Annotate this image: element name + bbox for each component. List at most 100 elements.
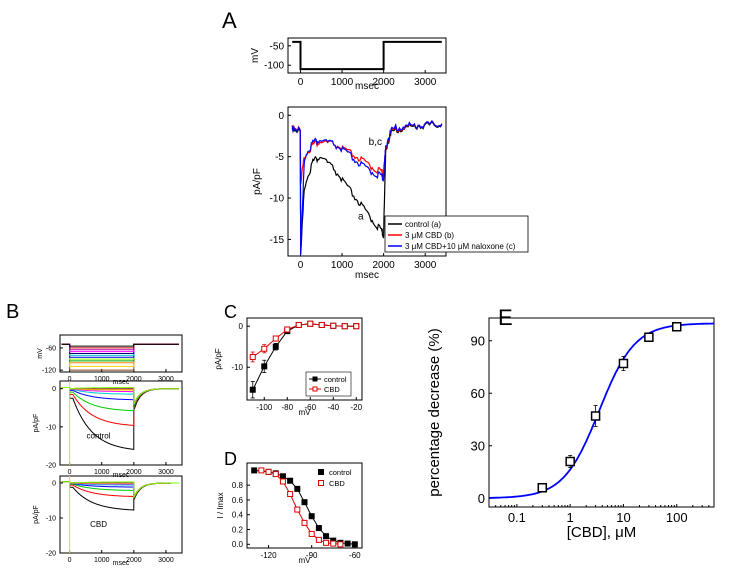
- plot-frame: [488, 317, 715, 508]
- legend-label: CBD: [329, 479, 345, 488]
- data-point: [671, 322, 682, 332]
- data-point: [251, 467, 258, 474]
- y-tick-label: 30: [471, 438, 485, 453]
- x-tick-label: -60: [349, 551, 361, 560]
- legend-frame: [305, 371, 352, 397]
- data-point: [265, 468, 272, 475]
- y-axis-label: I / Imax: [216, 492, 225, 518]
- x-tick-label: 0: [68, 469, 72, 476]
- data-point: [249, 386, 256, 393]
- data-point: [323, 533, 330, 540]
- data-point: [590, 411, 601, 421]
- legend-label: 3 μM CBD+10 μM naloxone (c): [405, 242, 516, 251]
- annotation-a: a: [358, 212, 364, 223]
- y-tick-label: 0.8: [232, 481, 244, 490]
- condition-label: control: [87, 431, 111, 440]
- data-point: [644, 332, 654, 342]
- panel-e: 0.1 1 10 100 0 30 60 90 [CBD], μM percentage decr…: [426, 317, 715, 541]
- panel-letter-a: A: [222, 8, 237, 33]
- data-point: [261, 363, 268, 370]
- current-trace: [61, 481, 179, 499]
- legend: control CBD: [318, 468, 352, 488]
- x-tick-label: -120: [261, 551, 278, 560]
- y-tick-label: 0: [52, 480, 56, 487]
- data-point: [323, 539, 330, 546]
- current-trace: [61, 387, 179, 451]
- y-tick-label: -10: [231, 363, 243, 372]
- x-tick-label: -80: [281, 403, 293, 412]
- x-tick-label: -60: [304, 403, 316, 412]
- y-tick-label: -5: [275, 152, 284, 163]
- data-point: [337, 541, 344, 548]
- panel-letter-c: C: [224, 302, 237, 322]
- current-trace: [291, 120, 443, 255]
- series-line: [252, 323, 357, 358]
- data-point: [279, 478, 286, 485]
- x-tick-label: 3000: [414, 260, 437, 271]
- y-axis-label: pA/pF: [252, 168, 263, 195]
- x-axis-label: [CBD], μM: [567, 524, 636, 541]
- y-axis-label: mV: [250, 48, 261, 63]
- y-tick-label: 0.4: [232, 511, 244, 520]
- x-tick-label: 3000: [158, 469, 174, 476]
- x-tick-label: 2000: [126, 469, 142, 476]
- fit-curve: [489, 322, 714, 499]
- current-trace: [291, 120, 443, 255]
- data-point: [249, 353, 256, 360]
- x-axis-label: mV: [299, 556, 312, 565]
- y-tick-label: -10: [46, 515, 56, 522]
- y-tick-label: -20: [46, 550, 56, 557]
- legend-label: 3 μM CBD (b): [405, 231, 454, 240]
- data-point: [307, 320, 314, 327]
- data-point: [272, 335, 279, 342]
- x-axis-label: msec: [113, 379, 130, 386]
- y-tick-label: -60: [46, 345, 56, 352]
- panel-d: -120 -90 -60 0.0 0.2 0.4 0.6 0.8 mV I / Imax contr…: [216, 462, 363, 565]
- data-point: [272, 471, 279, 478]
- data-point: [330, 540, 337, 547]
- step-trace: [61, 343, 179, 347]
- data-point: [287, 477, 294, 484]
- x-tick-label: 0: [298, 77, 304, 88]
- y-tick-label: 0: [52, 386, 56, 393]
- x-tick-label: -100: [256, 403, 273, 412]
- data-point: [618, 358, 629, 369]
- data-point: [318, 480, 324, 486]
- y-tick-label: 0.0: [232, 540, 244, 549]
- y-tick-label: -10: [270, 194, 285, 205]
- current-trace: [61, 387, 179, 406]
- step-trace: [61, 343, 179, 351]
- data-point: [565, 456, 575, 467]
- y-tick-label: -20: [46, 462, 56, 469]
- x-tick-label: 100: [666, 510, 688, 525]
- x-tick-label: 1: [567, 510, 574, 525]
- y-tick-label: 90: [471, 333, 485, 348]
- data-point: [341, 323, 348, 330]
- y-axis-label: percentage decrease (%): [426, 328, 443, 496]
- data-point: [318, 469, 324, 475]
- data-point: [284, 326, 291, 333]
- x-tick-label: 1000: [94, 557, 110, 564]
- x-axis-label: msec: [355, 81, 379, 92]
- plot-frame: [287, 37, 447, 74]
- data-point: [279, 473, 286, 480]
- current-trace: [291, 120, 443, 185]
- plot-frame: [287, 106, 447, 257]
- plot-frame: [59, 380, 183, 466]
- x-tick-label: 0: [298, 260, 304, 271]
- legend: control (a) 3 μM CBD (b) 3 μM CBD+10 μM na…: [384, 215, 529, 253]
- panel-b-cbd: 0 1000 2000 3000 0 -10 -20 msec pA/pF CBD: [33, 475, 183, 567]
- condition-label: CBD: [90, 520, 107, 529]
- data-point: [287, 491, 294, 498]
- y-tick-label: 0: [239, 322, 244, 331]
- panel-b-control: 0 1000 2000 3000 0 -10 -20 msec pA/pF control: [33, 380, 183, 479]
- data-point: [294, 506, 301, 513]
- y-tick-label: 0: [278, 111, 284, 122]
- x-tick-label: 0: [68, 557, 72, 564]
- y-tick-label: -100: [264, 61, 284, 72]
- data-point: [537, 483, 548, 493]
- data-point: [312, 376, 318, 382]
- legend-label: control: [329, 468, 352, 477]
